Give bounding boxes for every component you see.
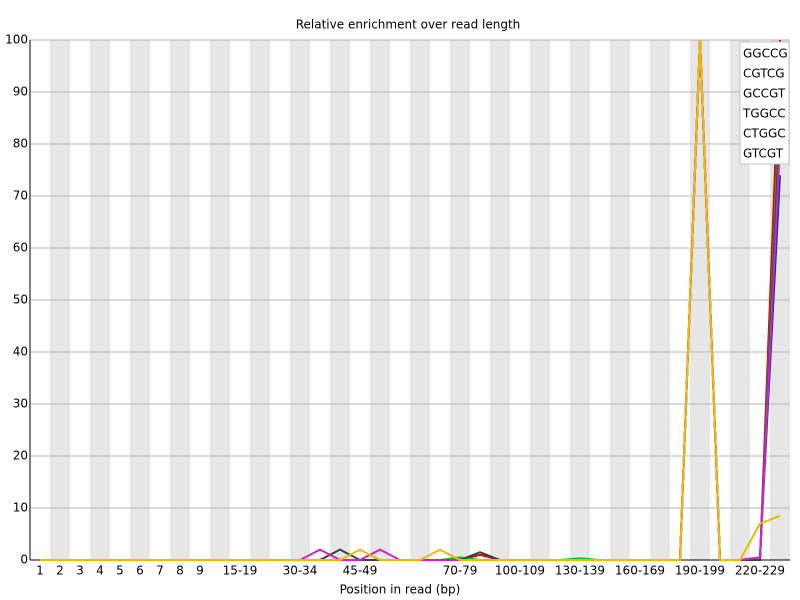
chart-title: Relative enrichment over read length — [296, 18, 521, 32]
x-tick-label: 190-199 — [675, 564, 725, 578]
x-tick-label: 1 — [36, 564, 44, 578]
x-tick-label: 100-109 — [495, 564, 545, 578]
y-tick-label: 50 — [13, 293, 28, 307]
y-tick-label: 0 — [20, 553, 28, 567]
x-tick-label: 8 — [176, 564, 184, 578]
x-tick-label: 160-169 — [615, 564, 665, 578]
y-tick-label: 70 — [13, 189, 28, 203]
y-tick-label: 20 — [13, 449, 28, 463]
x-tick-label: 3 — [76, 564, 84, 578]
x-tick-label: 70-79 — [443, 564, 478, 578]
legend-box — [739, 41, 790, 165]
x-tick-label: 9 — [196, 564, 204, 578]
x-tick-label: 30-34 — [283, 564, 318, 578]
y-tick-label: 10 — [13, 501, 28, 515]
x-tick-label: 220-229 — [735, 564, 785, 578]
x-tick-label: 45-49 — [343, 564, 378, 578]
y-tick-label: 60 — [13, 241, 28, 255]
y-tick-label: 100 — [5, 33, 28, 47]
y-tick-label: 40 — [13, 345, 28, 359]
x-tick-label: 4 — [96, 564, 104, 578]
x-tick-label: 5 — [116, 564, 124, 578]
legend-entry: GCCGT — [743, 87, 786, 101]
y-tick-label: 90 — [13, 85, 28, 99]
legend-entry: CGTCG — [743, 67, 785, 81]
x-tick-label: 15-19 — [223, 564, 258, 578]
y-tick-label: 30 — [13, 397, 28, 411]
legend-entry: CTGGC — [743, 127, 786, 141]
y-tick-label: 80 — [13, 137, 28, 151]
legend-entry: GGCCG — [743, 47, 788, 61]
series-line — [40, 39, 781, 561]
x-tick-label: 2 — [56, 564, 64, 578]
x-tick-label: 130-139 — [555, 564, 605, 578]
x-axis-label: Position in read (bp) — [340, 583, 461, 597]
legend-entry: TGGCC — [742, 107, 786, 121]
x-tick-label: 6 — [136, 564, 144, 578]
x-tick-label: 7 — [156, 564, 164, 578]
legend-entry: GTCGT — [743, 147, 784, 161]
